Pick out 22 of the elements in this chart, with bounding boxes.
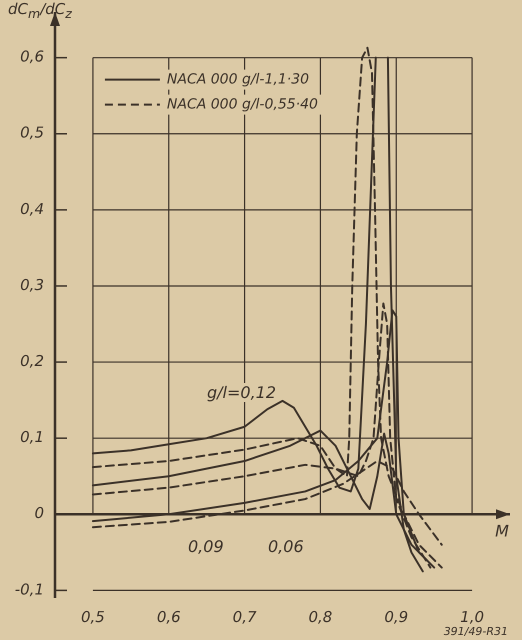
x-tick-label: 0,6 (156, 608, 181, 626)
y-tick-label: 0,4 (20, 200, 44, 218)
y-tick-label: 0,6 (20, 48, 44, 66)
x-tick-label: 0,5 (80, 608, 105, 626)
x-tick-label: 0,9 (384, 608, 408, 626)
legend-label: NACA 000 g/l-0,55·40 (166, 96, 318, 112)
annotation: 0,06 (266, 537, 306, 556)
y-tick-label: 0,2 (20, 352, 44, 370)
y-tick-label: 0,5 (20, 124, 44, 142)
x-tick-label: 0,8 (308, 608, 332, 626)
text: 391/49-R31 (444, 625, 508, 638)
annotation: 0,09 (186, 537, 226, 556)
y-tick-label: 0,1 (20, 428, 44, 446)
y-tick-label: -0,1 (14, 580, 44, 598)
y-tick-label: 0,3 (20, 276, 44, 294)
legend-label: NACA 000 g/l-1,1·30 (166, 71, 310, 88)
x-tick-label: 0,7 (232, 608, 257, 626)
x-tick-label: 1,0 (460, 608, 484, 626)
y-tick-label: 0 (34, 504, 44, 522)
x-axis-title: M (495, 521, 510, 540)
y-axis-title: dC$_{m}$/dC$_{z}$ (8, 0, 72, 21)
annotation: g/l=0,12 (205, 383, 278, 402)
